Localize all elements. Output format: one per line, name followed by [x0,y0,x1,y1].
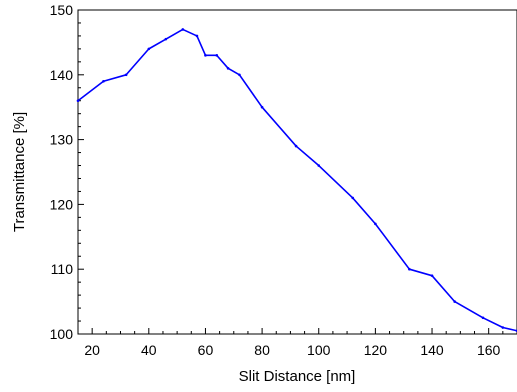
x-tick-label: 40 [141,342,157,358]
plot-frame [77,9,517,335]
x-tick-label: 120 [364,342,388,358]
y-tick-label: 110 [51,261,74,277]
data-point [317,164,321,167]
x-tick-label: 60 [198,342,214,358]
data-point [204,54,207,57]
data-point [408,267,411,271]
data-point [147,47,151,51]
data-point [501,326,505,329]
x-axis-ticks: 20 40 60 80 100 120 140 160 [84,328,504,358]
data-point [430,274,434,277]
data-point [453,300,456,303]
y-tick-label: 120 [50,196,74,212]
data-point [238,73,241,77]
y-tick-label: 150 [50,2,74,18]
x-tick-label: 80 [254,342,270,358]
data-point [76,99,80,103]
y-tick-label: 130 [50,132,74,148]
series-layer [76,28,517,333]
data-point [181,28,185,31]
data-point [124,73,128,77]
y-axis-ticks: 100 110 120 130 140 150 [50,2,84,342]
x-tick-label: 100 [307,342,331,358]
y-tick-label: 100 [50,326,74,342]
x-tick-label: 140 [420,342,444,358]
series-line-0 [77,28,517,332]
data-point [226,67,230,70]
y-axis-title: Transmittance [%] [11,112,28,232]
x-tick-label: 20 [84,342,100,358]
data-point [102,79,105,83]
x-tick-label: 160 [477,342,501,358]
y-tick-label: 140 [50,67,74,83]
data-point [374,222,377,226]
data-point [260,105,264,109]
data-point [294,144,298,148]
data-point [351,196,355,200]
data-point [215,54,219,57]
data-point [164,37,168,41]
data-point [195,34,199,38]
x-axis-title: Slit Distance [nm] [239,368,356,385]
data-point [481,316,485,320]
